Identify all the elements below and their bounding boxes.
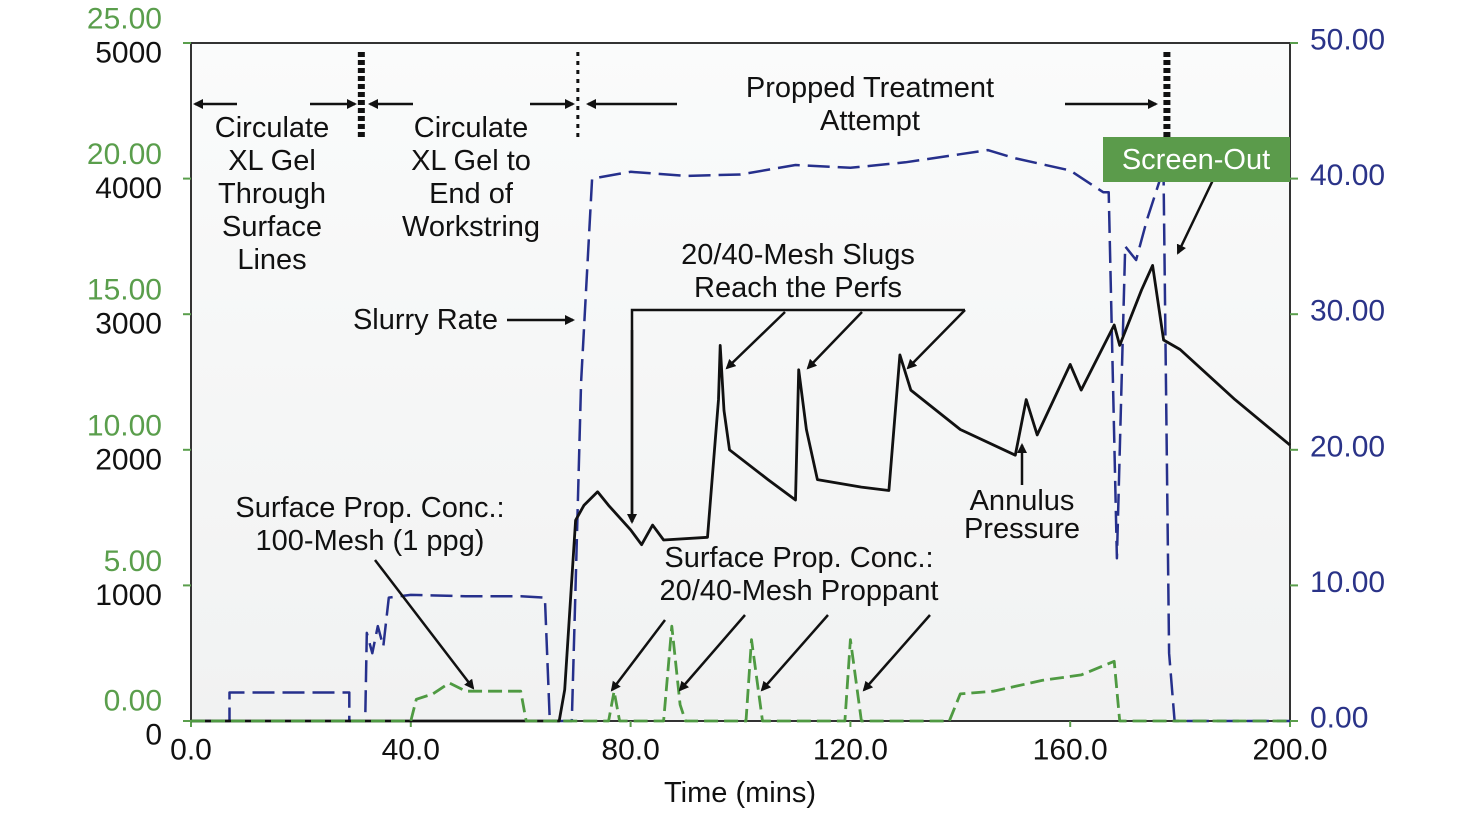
screen-out-label: Screen-Out bbox=[1122, 144, 1270, 176]
prop100-label-1: 100-Mesh (1 ppg) bbox=[256, 525, 485, 557]
slugs-label-0: 20/40-Mesh Slugs bbox=[681, 239, 915, 271]
screen-out-arrow bbox=[1176, 179, 1215, 255]
annulus-pressure-line bbox=[191, 263, 1291, 723]
x-tick-label: 80.0 bbox=[601, 734, 659, 767]
x-tick-label: 40.0 bbox=[382, 734, 440, 767]
y-left-green-tick-label: 0.00 bbox=[104, 685, 162, 718]
y-right-tick-label: 40.00 bbox=[1310, 159, 1385, 192]
y-right-tick-label: 50.00 bbox=[1310, 24, 1385, 57]
annulus-label-1: Pressure bbox=[964, 513, 1080, 545]
prop100-label-0: Surface Prop. Conc.: bbox=[235, 492, 504, 524]
stage2-label-2: End of bbox=[429, 178, 514, 210]
stage3-label-0: Propped Treatment bbox=[746, 72, 994, 104]
y-left-black-tick-label: 5000 bbox=[95, 37, 162, 70]
stage1-label-3: Surface bbox=[222, 211, 322, 243]
slugs-arrow-2 bbox=[806, 311, 863, 370]
stage2-label-3: Workstring bbox=[402, 211, 540, 243]
y-left-black-tick-label: 1000 bbox=[95, 579, 162, 612]
x-tick-label: 160.0 bbox=[1033, 734, 1108, 767]
screen-out-box bbox=[1103, 137, 1290, 182]
prop100-arrow bbox=[374, 559, 475, 690]
stage1-label-0: Circulate bbox=[215, 112, 329, 144]
y-left-green-tick-label: 20.00 bbox=[87, 138, 162, 171]
slugs-arrow-1 bbox=[725, 311, 786, 370]
slugs-label-1: Reach the Perfs bbox=[694, 272, 902, 304]
y-left-black-tick-label: 3000 bbox=[95, 308, 162, 341]
prop2040-arrow-2 bbox=[678, 614, 746, 692]
y-right-tick-label: 20.00 bbox=[1310, 430, 1385, 463]
stage1-label-1: XL Gel bbox=[228, 145, 316, 177]
x-tick-label: 0.0 bbox=[170, 734, 212, 767]
prop2040-arrow-4 bbox=[862, 614, 931, 692]
prop2040-arrow-3 bbox=[760, 614, 829, 692]
y-right-tick-label: 10.00 bbox=[1310, 566, 1385, 599]
annotation-arrows bbox=[193, 99, 1215, 692]
prop2040-arrow-1 bbox=[610, 619, 666, 692]
y-left-green-tick-label: 5.00 bbox=[104, 545, 162, 578]
y-left-black-tick-label: 0 bbox=[145, 719, 162, 752]
stage1-label-2: Through bbox=[218, 178, 326, 210]
stage2-label-0: Circulate bbox=[414, 112, 528, 144]
x-axis-title: Time (mins) bbox=[664, 777, 816, 809]
y-left-green-tick-label: 10.00 bbox=[87, 409, 162, 442]
stage2-label-1: XL Gel to bbox=[411, 145, 531, 177]
slurry-rate-label: Slurry Rate bbox=[353, 304, 498, 336]
x-tick-label: 200.0 bbox=[1252, 734, 1327, 767]
prop-conc-line bbox=[191, 624, 1290, 723]
stage1-label-4: Lines bbox=[237, 244, 306, 276]
x-tick-label: 120.0 bbox=[813, 734, 888, 767]
annulus-label-0: Annulus bbox=[970, 485, 1075, 517]
y-left-black-tick-label: 4000 bbox=[95, 172, 162, 205]
y-left-green-tick-label: 25.00 bbox=[87, 3, 162, 36]
prop2040-label-0: Surface Prop. Conc.: bbox=[664, 542, 933, 574]
y-right-tick-label: 30.00 bbox=[1310, 295, 1385, 328]
slurry-rate-line bbox=[191, 148, 1290, 723]
y-left-black-tick-label: 2000 bbox=[95, 443, 162, 476]
stage3-label-1: Attempt bbox=[820, 105, 920, 137]
y-right-tick-label: 0.00 bbox=[1310, 702, 1368, 735]
slugs-arrow-3 bbox=[906, 309, 966, 370]
prop2040-label-1: 20/40-Mesh Proppant bbox=[660, 575, 939, 607]
y-left-green-tick-label: 15.00 bbox=[87, 274, 162, 307]
